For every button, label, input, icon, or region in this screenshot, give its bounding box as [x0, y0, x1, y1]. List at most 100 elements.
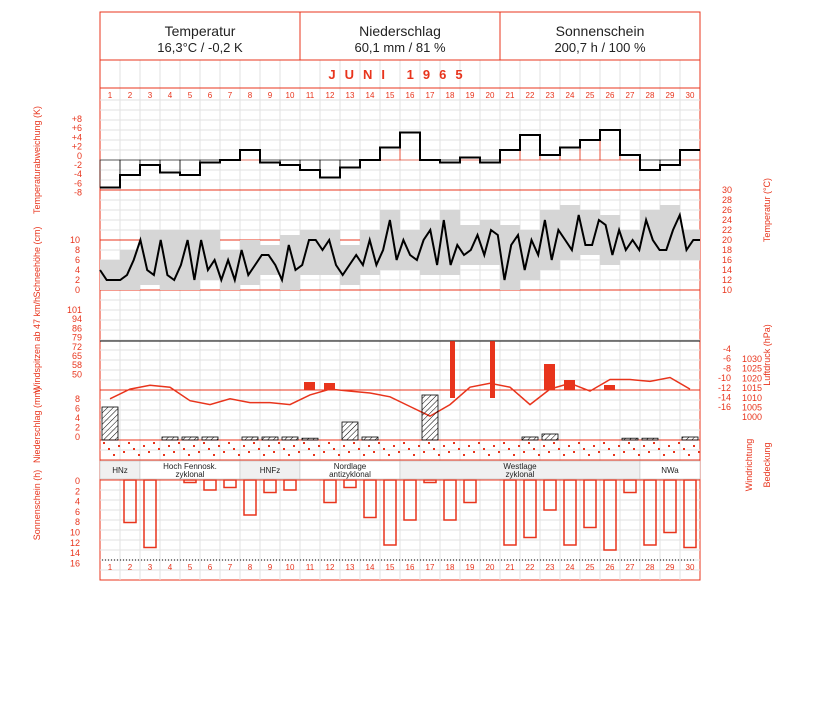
winddir-dot: [608, 448, 610, 450]
temp-range-band: [440, 210, 460, 275]
weather-type-sub: antizyklonal: [329, 470, 371, 479]
temp-tick: 22: [722, 225, 732, 235]
day-label-bottom: 19: [466, 563, 475, 572]
winddir-dot: [663, 454, 665, 456]
winddir-dot: [578, 442, 580, 444]
day-label-top: 5: [188, 91, 193, 100]
winddir-dot: [188, 454, 190, 456]
winddir-dot: [168, 445, 170, 447]
header-border: [99, 11, 701, 61]
winddir-dot: [523, 451, 525, 453]
winddir-dot: [658, 448, 660, 450]
day-label-top: 7: [228, 91, 233, 100]
winddir-dot: [698, 451, 700, 453]
sun-bar: [683, 479, 697, 549]
winddir-dot: [338, 454, 340, 456]
day-label-top: 10: [286, 91, 295, 100]
day-label-bottom: 10: [286, 563, 295, 572]
winddir-dot: [508, 448, 510, 450]
precip-bar: [641, 437, 659, 441]
temp-tick: 18: [722, 245, 732, 255]
day-label-bottom: 3: [148, 563, 153, 572]
winddir-dot: [403, 442, 405, 444]
weather-type-label: NWa: [661, 466, 679, 475]
day-label-top: 28: [646, 91, 655, 100]
winddir-dot: [208, 448, 210, 450]
winddir-dot: [348, 451, 350, 453]
winddir-dot: [533, 448, 535, 450]
temp-range-band: [280, 235, 300, 290]
precip-bar: [201, 436, 219, 441]
winddir-dot: [303, 442, 305, 444]
winddir-dot: [123, 451, 125, 453]
winddir-dot: [628, 442, 630, 444]
day-label-top: 11: [306, 91, 315, 100]
precip-bar: [181, 436, 199, 441]
sun-tick: 12: [70, 538, 80, 548]
temp-tick: 20: [722, 235, 732, 245]
precip-bar: [541, 433, 559, 441]
temp-dev-bar: [119, 159, 141, 176]
wind-tick: 65: [72, 351, 82, 361]
temp-dev-tick: -8: [74, 188, 82, 198]
temp-range-band: [300, 230, 320, 275]
snow-tick: 2: [75, 275, 80, 285]
wind-tick: 79: [72, 333, 82, 343]
winddir-dot: [148, 451, 150, 453]
winddir-dot: [683, 448, 685, 450]
temp-dev-tick: -4: [74, 169, 82, 179]
winddir-dot: [178, 442, 180, 444]
day-label-top: 16: [406, 91, 415, 100]
winddir-dot: [218, 445, 220, 447]
weather-type-row: HNz Hoch Fennosk.zyklonal HNFz Nordlageanti…: [99, 460, 701, 480]
winddir-dot: [553, 442, 555, 444]
day-label-top: 19: [466, 91, 475, 100]
day-label-top: 1: [108, 91, 113, 100]
temp-dev-bar: [239, 149, 261, 161]
temp-dev-bar: [319, 159, 341, 178]
temp-range-band: [380, 210, 400, 270]
winddir-dot: [268, 445, 270, 447]
weather-type-label: Nordlage: [334, 462, 367, 471]
pressure-tick: 1025: [742, 364, 762, 374]
day-label-top: 26: [606, 91, 615, 100]
winddir-dot: [563, 454, 565, 456]
wind-side-label: Windspitzen ab 47 km/h: [32, 297, 42, 393]
precip-tick: 2: [75, 423, 80, 433]
winddir-dot: [253, 442, 255, 444]
winddir-dot: [198, 451, 200, 453]
temp-dev-tick: -6: [74, 178, 82, 188]
winddir-dot: [573, 451, 575, 453]
winddir-dot: [308, 448, 310, 450]
pressure-deg-tick: -6: [723, 354, 731, 364]
temp-range-band: [360, 230, 380, 275]
sun-bar: [183, 479, 197, 484]
day-label-bottom: 21: [506, 563, 515, 572]
day-label-top: 3: [148, 91, 153, 100]
pressure-tick: 1000: [742, 412, 762, 422]
precip-bar: [621, 437, 639, 441]
winddir-dot: [513, 454, 515, 456]
winddir-dot: [248, 451, 250, 453]
winddir-dot: [143, 445, 145, 447]
day-label-top: 20: [486, 91, 495, 100]
day-label-top: 24: [566, 91, 575, 100]
sun-bar: [223, 479, 237, 489]
sun-value: 200,7 h / 100 %: [554, 40, 646, 55]
winddir-dot: [583, 448, 585, 450]
temp-dev-bar: [519, 134, 541, 161]
pressure-deg-tick: -14: [718, 393, 731, 403]
winddir-dot: [468, 445, 470, 447]
sun-tick: 4: [75, 497, 80, 507]
winddir-dot: [618, 445, 620, 447]
day-label-top: 17: [426, 91, 435, 100]
winddir-dot: [378, 442, 380, 444]
winddir-dot: [473, 451, 475, 453]
weather-type-label: HNFz: [260, 466, 280, 475]
temp-dev-bar: [179, 159, 201, 176]
winddir-dot: [358, 448, 360, 450]
temp-title: Temperatur: [165, 23, 236, 39]
winddir-dot: [423, 451, 425, 453]
winddir-dot: [603, 442, 605, 444]
